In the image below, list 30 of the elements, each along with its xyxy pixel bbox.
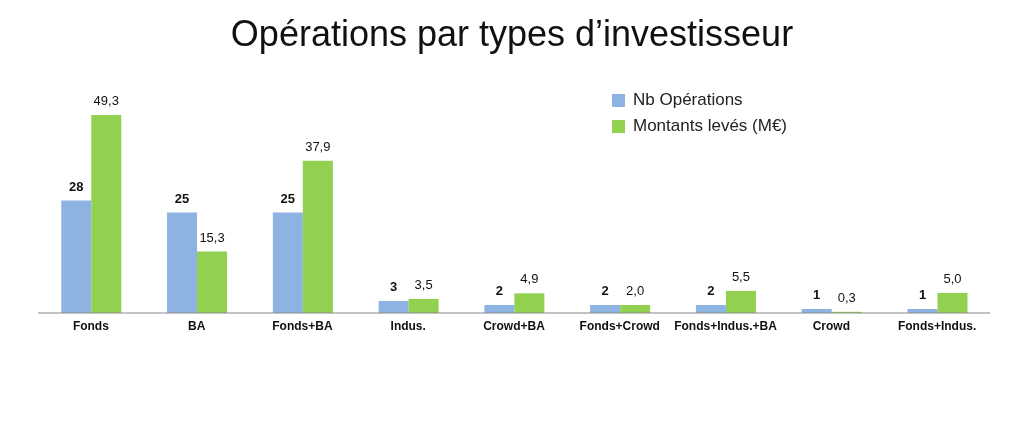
data-label: 3	[389, 278, 398, 294]
data-label: 2,0	[626, 282, 645, 298]
data-label: 15,3	[199, 229, 225, 245]
data-label: 5,0	[943, 270, 962, 286]
x-tick-label: Crowd+BA	[483, 318, 546, 333]
data-label: 25	[174, 190, 190, 206]
data-label: 28	[69, 178, 84, 194]
data-label: 49,3	[93, 93, 119, 108]
x-tick-label: Fonds+Crowd	[579, 318, 660, 333]
chart-title: Opérations par types d’investisseur	[229, 12, 795, 56]
data-label: 3,5	[414, 276, 433, 292]
x-tick-label: Fonds+Indus.	[897, 318, 977, 333]
data-label: 0,3	[837, 289, 856, 305]
x-tick-label: Indus.	[390, 318, 426, 333]
data-label: 25	[280, 190, 296, 206]
x-tick-label: Fonds	[72, 318, 110, 333]
x-tick-label: BA	[187, 318, 206, 333]
data-label: 2	[495, 282, 503, 298]
x-tick-label: Crowd	[812, 318, 851, 333]
x-tick-label: Fonds+BA	[272, 318, 333, 333]
data-label: 1	[813, 286, 821, 302]
data-label: 5,5	[731, 268, 750, 284]
data-label: 1	[918, 286, 927, 302]
data-label: 2	[601, 282, 609, 298]
data-label: 2	[707, 282, 715, 298]
legend-label: Nb Opérations	[633, 90, 743, 110]
data-label: 4,9	[520, 271, 539, 287]
legend-label: Montants levés (M€)	[633, 116, 787, 136]
x-tick-label: Fonds+Indus.+BA	[674, 318, 778, 333]
data-label: 37,9	[305, 138, 331, 154]
